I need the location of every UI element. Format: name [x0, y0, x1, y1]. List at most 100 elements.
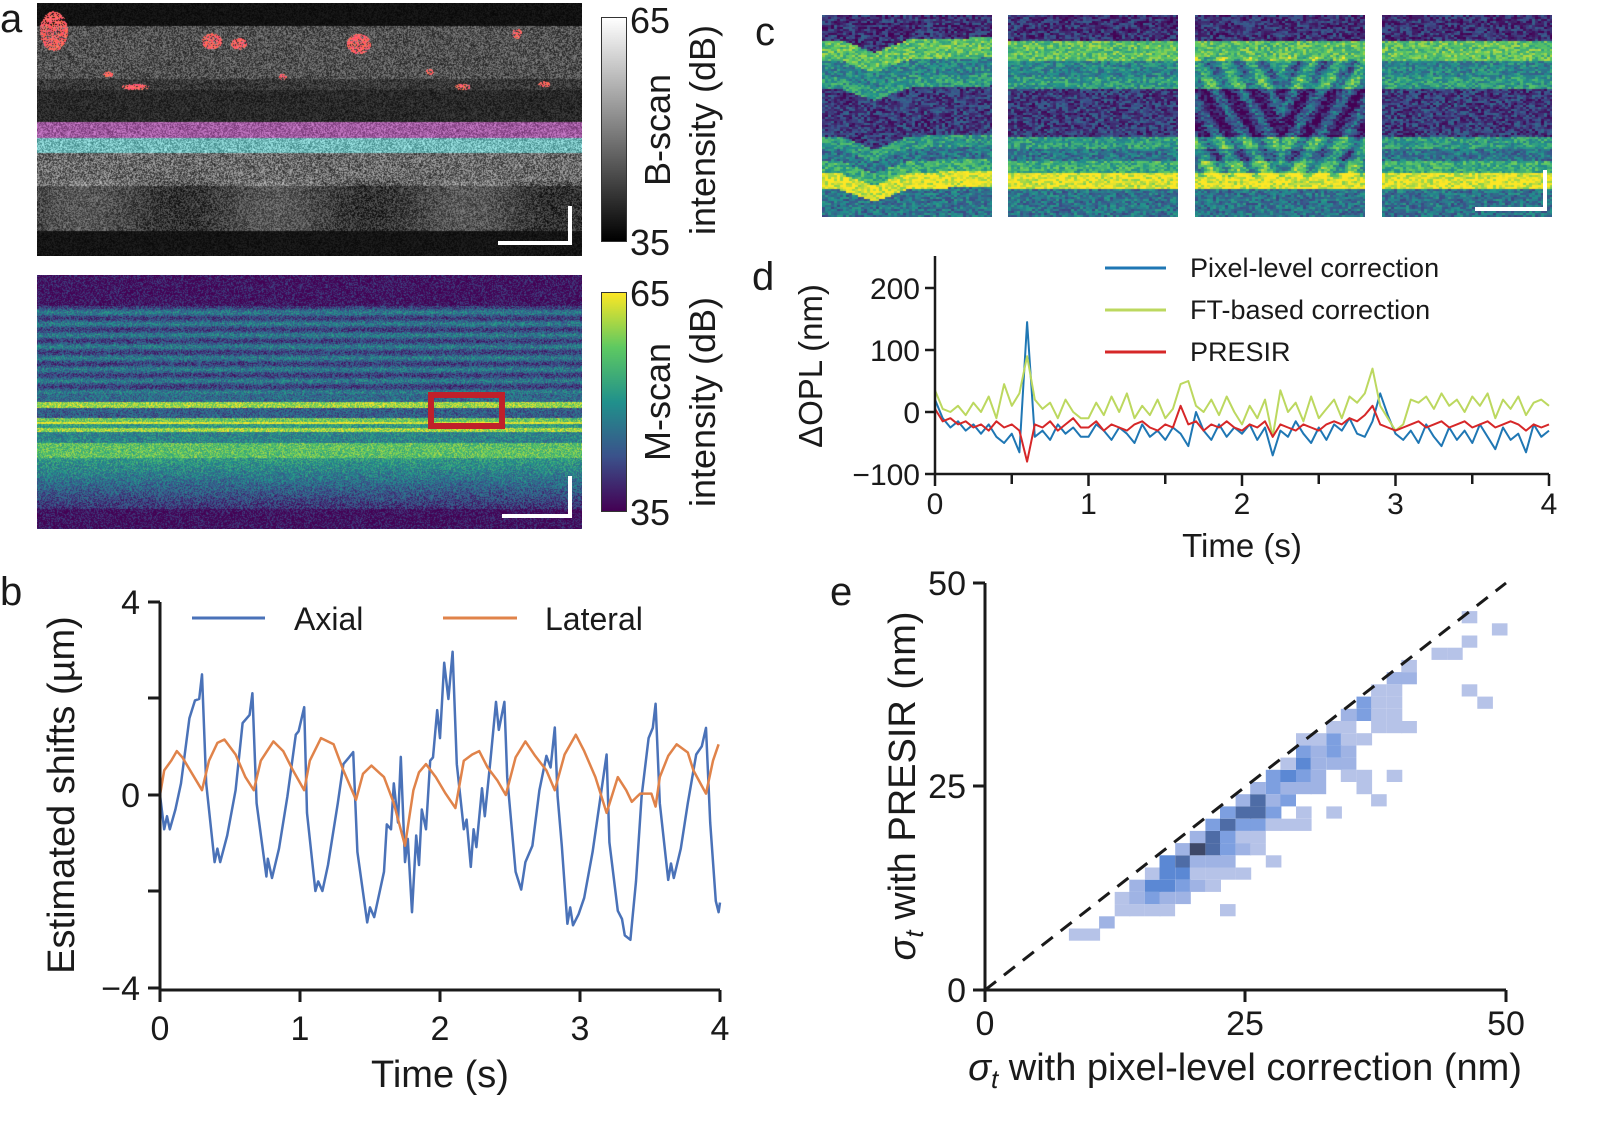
heatmap-cell [1220, 830, 1236, 844]
y-tick-label: 50 [928, 565, 966, 603]
heatmap-cell [1144, 891, 1161, 905]
mscan-colorbar [601, 292, 627, 512]
heatmap-cell [1491, 623, 1508, 636]
heatmap-cell [1310, 769, 1327, 782]
heatmap-cell [1144, 867, 1161, 880]
heatmap-cell [1371, 684, 1387, 697]
series-line-ft-based-correction [934, 355, 1550, 438]
panel-label-c: c [755, 10, 775, 54]
shifts-plot: 4 0 −4 0 1 2 3 4 Time (s) Estimated shif… [41, 584, 729, 1096]
heatmap-cell [1296, 782, 1312, 795]
x-tick-label: 2 [431, 1010, 450, 1048]
series-line-pixel-level-correction [934, 321, 1550, 457]
heatmap-cell [1068, 928, 1085, 941]
heatmap-cell [1250, 830, 1266, 844]
heatmap-cell [1250, 806, 1266, 819]
bscan-colorbar-title-1: B-scan [637, 74, 678, 186]
heatmap-cell [1159, 879, 1176, 892]
heatmap-ticks [973, 581, 1508, 1002]
y-tick-label: 200 [870, 273, 920, 306]
identity-line [984, 581, 1507, 992]
legend-label-axial: Axial [294, 601, 363, 637]
heatmap-cell [1340, 721, 1357, 734]
heatmap-cell [1129, 891, 1145, 905]
y-tick-label: 0 [121, 777, 140, 815]
mscan-image [37, 275, 582, 529]
heatmap-cell [1386, 708, 1403, 721]
heatmap-cell [1401, 672, 1417, 685]
heatmap-cell [1326, 757, 1342, 770]
heatmap-cell [1386, 684, 1403, 697]
x-axis-symbol: σ [968, 1047, 993, 1089]
heatmap-cell [1340, 708, 1357, 721]
y-tick-label: 25 [928, 768, 966, 806]
heatmap-cell [1356, 708, 1373, 721]
series-line-lateral [158, 733, 720, 847]
heatmap-cell [1114, 904, 1131, 917]
x-tick-label: 3 [1387, 488, 1404, 521]
heatmap-cell [1265, 806, 1282, 819]
heatmap-cell [1356, 733, 1373, 746]
y-axis-symbol: σ [882, 935, 924, 960]
mscan-scale-bar [502, 476, 572, 518]
mscan-crop-tile-1 [822, 15, 992, 217]
legend-label-ft-based: FT-based correction [1190, 295, 1430, 325]
panel-label-b: b [0, 570, 22, 614]
heatmap-cell [1250, 794, 1266, 807]
heatmap-cell [1084, 928, 1101, 941]
heatmap-cell [1159, 867, 1176, 880]
heatmap-cell [1386, 672, 1403, 685]
heatmap-cell [1310, 782, 1327, 795]
x-axis-text: with pixel-level correction (nm) [998, 1047, 1522, 1089]
x-tick-label: 3 [571, 1010, 590, 1048]
bscan-image [37, 3, 582, 256]
heatmap-cell [1220, 867, 1236, 880]
heatmap-cell [1205, 830, 1221, 844]
y-tick-label: 4 [121, 584, 140, 622]
heatmap-cell [1205, 867, 1221, 880]
heatmap-cell [1386, 769, 1403, 782]
legend-label-presir: PRESIR [1190, 337, 1291, 367]
heatmap-cell [1477, 696, 1493, 709]
heatmap-cell [1296, 757, 1312, 770]
x-tick-label: 1 [291, 1010, 310, 1048]
heatmap-cell [1356, 769, 1373, 782]
heatmap-cell [1235, 794, 1252, 807]
heatmap-cell [1220, 843, 1236, 856]
heatmap-cell [1235, 867, 1252, 880]
heatmap-cell [1296, 769, 1312, 782]
roi-box [428, 392, 505, 429]
mscan-crop-tile-3 [1195, 15, 1365, 217]
panel-label-d: d [752, 255, 774, 299]
heatmap-cell [1250, 818, 1266, 831]
heatmap-cell [1189, 843, 1206, 856]
heatmap-cell [1175, 879, 1191, 892]
heatmap-cell [1265, 818, 1282, 831]
heatmap-cell [1220, 904, 1236, 917]
heatmap-cell [1340, 757, 1357, 770]
crop-scale-bar [1475, 170, 1547, 211]
heatmap-cell [1205, 818, 1221, 831]
heatmap-cell [1280, 757, 1296, 770]
x-tick-label: 0 [927, 488, 944, 521]
heatmap-cell [1189, 855, 1206, 868]
heatmap-cell [1250, 782, 1266, 795]
bscan-colorbar-min: 35 [630, 222, 670, 263]
heatmap-cell [1159, 904, 1176, 917]
heatmap-cell [1235, 818, 1252, 831]
heatmap-cell [1356, 782, 1373, 795]
heatmap-cell [1189, 867, 1206, 880]
y-tick-label: −100 [852, 459, 920, 492]
heatmap-cell [1265, 855, 1282, 868]
mscan-crop-tile-2 [1008, 15, 1178, 217]
x-axis-subscript: t [991, 1064, 1000, 1094]
x-axis-label: σt with pixel-level correction (nm) [968, 1047, 1522, 1094]
heatmap-cell [1235, 830, 1252, 844]
heatmap-cell [1265, 794, 1282, 807]
bscan-colorbar [601, 17, 627, 242]
y-axis-label: σt with PRESIR (nm) [882, 612, 929, 961]
heatmap-cell [1129, 879, 1145, 892]
x-tick-label: 4 [1541, 488, 1558, 521]
heatmap-cell [1310, 733, 1327, 746]
